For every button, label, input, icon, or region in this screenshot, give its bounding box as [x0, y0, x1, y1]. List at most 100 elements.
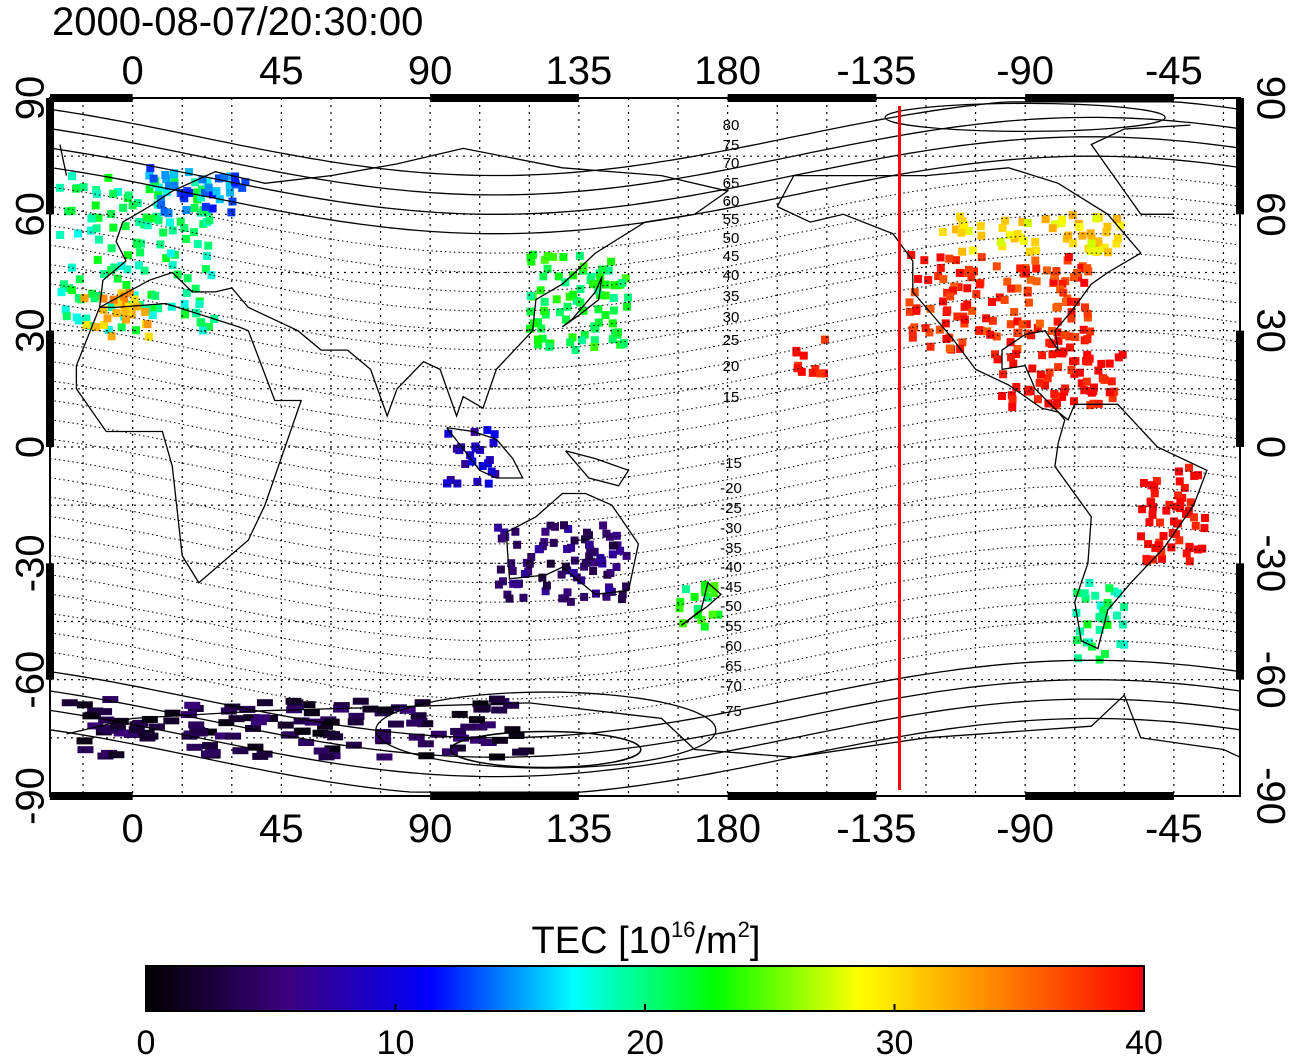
tec-sample	[293, 717, 310, 725]
tec-sample	[1032, 277, 1041, 286]
tec-sample	[375, 729, 392, 737]
tec-sample	[82, 321, 91, 330]
tec-sample	[323, 718, 340, 726]
tec-sample	[1073, 268, 1082, 277]
tec-sample	[1138, 505, 1147, 514]
tec-sample	[125, 288, 134, 297]
tec-sample	[970, 267, 979, 276]
tec-sample	[91, 201, 100, 210]
tec-sample	[1157, 554, 1166, 563]
tec-sample	[1069, 357, 1078, 366]
tec-sample	[714, 610, 723, 619]
tec-sample	[612, 562, 621, 571]
tec-sample	[808, 368, 817, 377]
tec-sample	[86, 226, 95, 235]
magnetic-contour	[50, 116, 1240, 196]
tec-sample	[1009, 359, 1018, 368]
tec-sample	[92, 224, 101, 233]
tec-sample	[586, 545, 595, 554]
tec-sample	[526, 253, 535, 262]
tec-sample	[1120, 602, 1129, 611]
tec-sample	[610, 281, 619, 290]
tec-sample	[1107, 377, 1116, 386]
lon-tick-label-top: -135	[836, 49, 916, 93]
tec-sample	[162, 188, 171, 197]
tec-sample	[154, 304, 163, 313]
tec-sample	[180, 310, 189, 319]
tec-sample	[1116, 640, 1125, 649]
frame-bar-left	[46, 330, 54, 447]
tec-sample	[142, 732, 159, 740]
tec-sample	[124, 191, 133, 200]
coastline	[1054, 403, 1208, 650]
tec-sample	[1082, 377, 1091, 386]
tec-sample	[68, 172, 77, 181]
contour-label: -55	[720, 618, 742, 635]
tec-sample	[171, 250, 180, 259]
tec-sample	[198, 326, 207, 335]
tec-sample	[925, 328, 934, 337]
magnetic-contour	[50, 427, 1240, 506]
tec-sample	[1091, 591, 1100, 600]
lon-tick-label-bottom: -135	[836, 807, 916, 851]
frame-bar-bottom	[1025, 792, 1174, 800]
tec-sample	[1013, 344, 1022, 353]
contour-label: -35	[720, 540, 742, 557]
axis-tick-labels: 0 45 90 135 180 -135 -90 -45 0 45 90 135 180 -135 -90 -…	[9, 49, 1292, 851]
tec-sample	[94, 213, 103, 222]
tec-sample	[1061, 298, 1070, 307]
tec-sample	[162, 254, 171, 263]
tec-sample	[1023, 286, 1032, 295]
tec-sample	[166, 249, 175, 258]
tec-sample	[180, 300, 189, 309]
tec-sample	[1095, 655, 1104, 664]
tec-sample	[1071, 333, 1080, 342]
tec-sample	[926, 342, 935, 351]
tec-sample	[250, 718, 267, 726]
tec-sample	[256, 699, 273, 707]
figure-title: 2000-08-07/20:30:00	[52, 0, 424, 44]
tec-sample	[566, 338, 575, 347]
contour-label: 50	[723, 230, 740, 247]
tec-sample	[590, 322, 599, 331]
tec-sample	[1099, 606, 1108, 615]
tec-sample	[1150, 489, 1159, 498]
tec-sample	[1013, 230, 1022, 239]
tec-sample	[99, 294, 108, 303]
tec-sample	[109, 223, 118, 232]
colorbar-ticks: 0 10 20 30 40	[137, 1004, 1163, 1057]
tec-sample	[955, 268, 964, 277]
tec-sample	[479, 721, 496, 729]
tec-sample	[550, 522, 559, 531]
frame-bar-top	[430, 94, 579, 102]
tec-sample	[1053, 328, 1062, 337]
tec-sample	[508, 567, 517, 576]
colorbar-tick-label: 30	[876, 1024, 914, 1057]
tec-sample	[1049, 277, 1058, 286]
frame-bar-bottom	[430, 792, 579, 800]
tec-sample	[132, 719, 149, 727]
tec-sample	[134, 261, 143, 270]
tec-sample	[59, 280, 68, 289]
tec-sample	[214, 732, 231, 740]
tec-sample	[566, 597, 575, 606]
tec-sample	[559, 252, 568, 261]
tec-sample	[313, 747, 330, 755]
coastline	[680, 581, 722, 626]
tec-sample	[997, 392, 1006, 401]
tec-sample	[74, 229, 83, 238]
tec-sample	[190, 204, 199, 213]
tec-sample	[1057, 219, 1066, 228]
tec-sample	[609, 293, 618, 302]
tec-sample	[277, 721, 294, 729]
tec-sample	[1007, 284, 1016, 293]
tec-sample	[148, 723, 165, 731]
tec-sample	[298, 738, 315, 746]
tec-sample	[621, 274, 630, 283]
tec-sample	[247, 743, 264, 751]
tec-sample	[1048, 224, 1057, 233]
tec-sample	[618, 590, 627, 599]
tec-sample	[1086, 229, 1095, 238]
